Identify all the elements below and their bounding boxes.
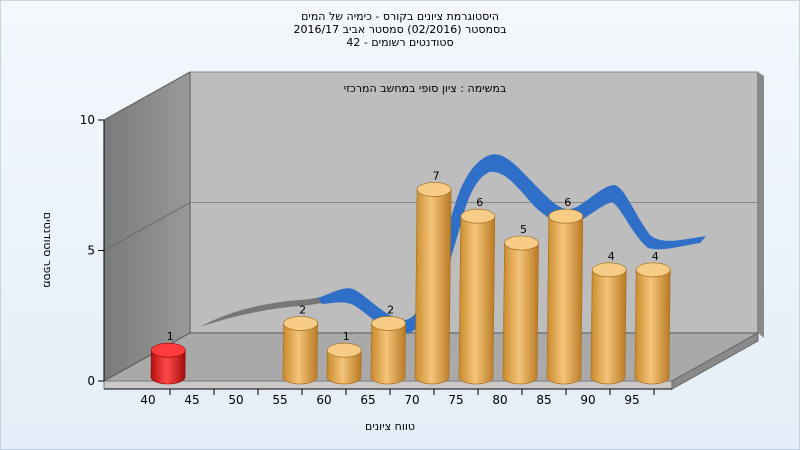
- bar-value-label: 2: [299, 303, 306, 316]
- bar-body: [414, 189, 452, 385]
- distribution-ribbon: [200, 154, 706, 334]
- bar-top: [371, 316, 406, 331]
- bar-value-label: 4: [652, 250, 659, 263]
- bar-body: [282, 323, 318, 385]
- bar: [326, 342, 362, 385]
- x-axis-label: טווח ציונים: [365, 420, 415, 433]
- bar: [590, 262, 627, 385]
- x-tick-label: 45: [184, 393, 199, 407]
- bar-top: [151, 342, 186, 358]
- bar-value-label: 4: [608, 250, 615, 263]
- chart-title-line-2: בסמסטר (02/2016) סמסטר אביב 2016/17: [293, 23, 506, 36]
- chart-title-line-1: היסטוגרמת ציונים בקורס - כימיה של המים: [301, 10, 499, 23]
- x-tick-label: 55: [272, 393, 287, 407]
- y-tick-label: 0: [87, 374, 95, 388]
- chart-title-line-3: סטודנטים רשומים - 42: [346, 36, 453, 49]
- x-tick-label: 95: [624, 393, 639, 407]
- right-ledge: [671, 332, 759, 390]
- bar-value-label: 6: [564, 196, 571, 209]
- bar-value-label: 1: [167, 330, 174, 343]
- bar-value-label: 1: [343, 330, 350, 343]
- bar-top: [591, 262, 627, 278]
- bar: [502, 235, 539, 385]
- bar-value-label: 7: [433, 169, 440, 182]
- x-tick-label: 75: [448, 393, 463, 407]
- x-tick-label: 80: [492, 393, 507, 407]
- left-wall-gridline: [103, 202, 191, 251]
- y-tick-label: 5: [87, 244, 95, 258]
- bar-value-label: 5: [520, 223, 527, 236]
- bars: [150, 182, 671, 385]
- bar: [546, 208, 584, 385]
- bar: [282, 316, 318, 385]
- bar-top: [504, 235, 539, 251]
- y-axis: 0 5 10: [80, 113, 105, 388]
- x-tick-label: 85: [536, 393, 551, 407]
- x-axis: 40 45 50 55 60 65 70 75 80 85 90 95: [104, 388, 672, 407]
- x-tick-label: 90: [580, 393, 595, 407]
- x-tick-label: 40: [140, 393, 155, 407]
- x-tick-label: 70: [404, 393, 419, 407]
- bar: [414, 182, 452, 385]
- bar-value-label: 2: [387, 303, 394, 316]
- chart-annotation: במשימה : ציון סופי במחשב המרכזי: [344, 82, 507, 95]
- grid: [103, 71, 758, 251]
- bar: [150, 342, 186, 385]
- left-wall-gridline: [103, 71, 191, 121]
- x-tick-label: 65: [360, 393, 375, 407]
- bar: [634, 262, 671, 385]
- bar: [370, 316, 406, 385]
- y-axis-label: מספר סטודנטים: [41, 212, 54, 288]
- bar-body: [590, 269, 627, 385]
- bar-value-label: 6: [476, 196, 483, 209]
- x-tick-label: 60: [316, 393, 331, 407]
- bar: [458, 208, 496, 385]
- data-labels: 1 2 1 2 7 6 5 6 4 4: [167, 169, 659, 343]
- x-tick-label: 50: [228, 393, 243, 407]
- bar-top: [326, 342, 362, 358]
- bar-top: [635, 262, 671, 278]
- y-tick-label: 10: [80, 113, 95, 127]
- bar-top: [416, 182, 452, 197]
- bar-top: [548, 208, 584, 224]
- bar-body: [502, 242, 539, 385]
- bar-top: [460, 208, 496, 224]
- bar-body: [634, 269, 671, 385]
- ribbon-shadow-segment: [200, 290, 347, 327]
- bar-body: [546, 216, 584, 385]
- bar-body: [370, 323, 406, 385]
- back-wall-right-edge: [758, 72, 764, 338]
- bar-top: [283, 316, 318, 331]
- bar-body: [458, 216, 496, 385]
- ribbon-blue-segment: [318, 154, 706, 334]
